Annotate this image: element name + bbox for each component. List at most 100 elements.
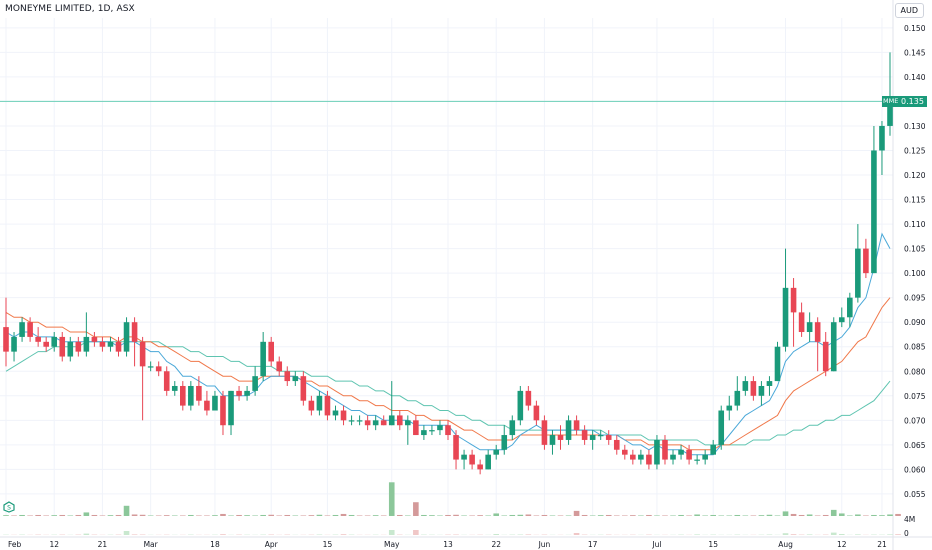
candle-body <box>726 405 733 411</box>
price-tick-label: 0.080 <box>904 367 926 376</box>
candle-body <box>413 420 419 436</box>
volume-bar-lower <box>855 534 861 535</box>
candle-body <box>107 341 114 347</box>
volume-bar <box>59 514 66 516</box>
candle-body <box>332 410 339 416</box>
volume-bar <box>718 515 725 516</box>
price-tick-label: 0.070 <box>904 416 926 425</box>
time-tick-label: Aug <box>778 540 793 549</box>
candle-body <box>613 439 620 450</box>
price-tick-label: 0.060 <box>904 465 926 474</box>
time-tick-label: 12 <box>837 540 847 549</box>
candle-body <box>871 150 877 274</box>
volume-bar-lower <box>838 534 845 535</box>
volume-bar <box>702 515 708 516</box>
candle-body <box>742 381 749 391</box>
volume-bar <box>678 514 684 516</box>
candle-body <box>589 435 596 440</box>
candle-body <box>822 341 829 372</box>
volume-bar <box>171 515 178 516</box>
candle-body <box>300 376 307 401</box>
candle-body <box>734 390 741 406</box>
candle-body <box>340 410 347 421</box>
volume-bar-lower <box>694 534 700 535</box>
candle-body <box>115 341 122 352</box>
volume-bar <box>887 514 893 516</box>
price-tick-label: 0.145 <box>904 48 926 57</box>
volume-bar <box>798 514 805 516</box>
volume-bar <box>388 482 395 516</box>
candle-body <box>565 420 572 440</box>
candle-body <box>228 390 234 426</box>
candle-body <box>171 385 178 391</box>
candle-body <box>782 287 789 347</box>
time-tick-label: 21 <box>98 540 108 549</box>
volume-bar <box>445 514 451 516</box>
volume-bar <box>396 514 403 516</box>
candle-body <box>654 439 660 465</box>
candle-body <box>638 454 644 460</box>
volume-bar <box>557 515 564 516</box>
volume-bar-lower <box>220 534 226 535</box>
candle-body <box>405 420 411 426</box>
volume-bar <box>75 514 82 516</box>
volume-bar <box>790 513 797 516</box>
candle-body <box>646 454 652 465</box>
candle-body <box>830 322 837 372</box>
last-price-tag: 0.135 <box>898 95 927 107</box>
volume-bar-lower <box>131 534 138 535</box>
volume-bar <box>316 514 323 516</box>
volume-bar-lower <box>830 532 837 535</box>
candle-body <box>798 312 805 333</box>
candle-body <box>662 439 668 460</box>
candle-body <box>27 322 33 337</box>
volume-bar <box>855 514 861 516</box>
time-tick-label: Apr <box>265 540 279 549</box>
volume-bar <box>879 515 885 516</box>
volume-bar <box>525 514 532 516</box>
candle-body <box>533 405 540 421</box>
volume-bar <box>573 510 580 516</box>
candle-body <box>388 415 395 426</box>
volume-bar <box>501 515 508 516</box>
volume-bar-lower <box>573 533 580 535</box>
volume-bar <box>871 514 877 516</box>
time-tick-label: 17 <box>588 540 598 549</box>
volume-bar <box>453 514 459 516</box>
candle-body <box>509 420 516 436</box>
volume-tick-label: 4M <box>904 515 915 524</box>
candle-body <box>750 381 757 396</box>
candle-body <box>461 454 467 460</box>
volume-bar <box>622 515 628 516</box>
candle-body <box>686 449 692 460</box>
volume-bar <box>654 515 660 516</box>
candle-body <box>356 420 363 422</box>
candle-body <box>557 435 564 440</box>
volume-bar <box>766 514 773 516</box>
volume-bar <box>670 515 676 516</box>
volume-bar <box>27 515 33 516</box>
volume-bar <box>284 514 291 516</box>
volume-bar-lower <box>340 534 347 535</box>
volume-bar <box>734 514 741 516</box>
volume-bar <box>139 514 146 516</box>
candle-body <box>131 322 138 342</box>
volume-bar-lower <box>413 530 419 535</box>
candle-body <box>445 425 451 436</box>
volume-bar-lower <box>782 533 789 535</box>
volume-bar <box>260 514 266 516</box>
candle-body <box>501 435 508 450</box>
volume-bar-lower <box>887 534 893 535</box>
currency-button[interactable]: AUD <box>894 3 924 18</box>
volume-bar <box>300 515 307 516</box>
candle-body <box>196 385 202 401</box>
volume-bar <box>493 513 500 516</box>
volume-bar <box>380 515 387 516</box>
candle-body <box>597 435 604 437</box>
price-tick-label: 0.075 <box>904 392 926 401</box>
volume-bar <box>830 509 837 516</box>
price-tick-label: 0.140 <box>904 73 926 82</box>
candle-body <box>493 449 500 455</box>
time-tick-label: 22 <box>491 540 501 549</box>
